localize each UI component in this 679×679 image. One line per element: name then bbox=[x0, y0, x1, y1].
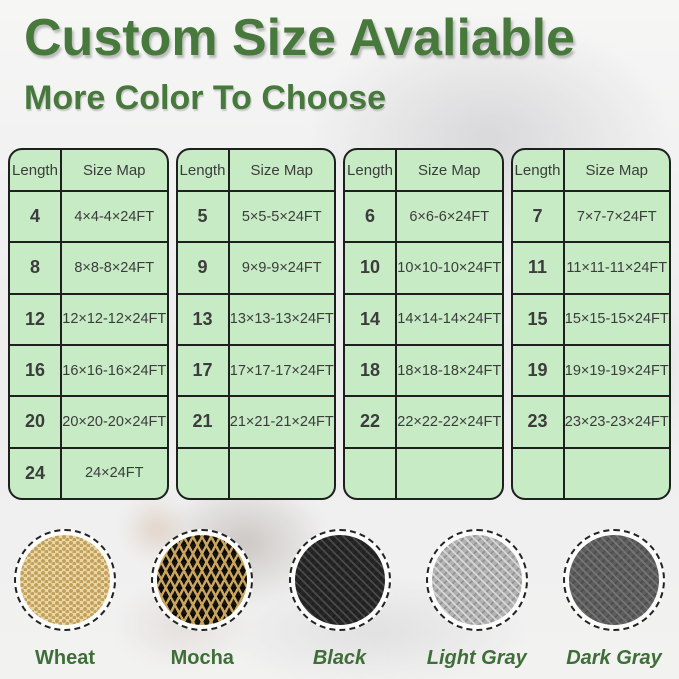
length-cell: 9 bbox=[177, 241, 230, 293]
length-cell: 13 bbox=[177, 292, 230, 344]
length-cell: 7 bbox=[512, 190, 565, 242]
column-header-length: Length bbox=[178, 150, 230, 190]
headline: Custom Size Avaliable bbox=[24, 9, 575, 67]
column-header-length: Length bbox=[10, 150, 62, 190]
size-map-cell: 21×21-21×24FT bbox=[229, 395, 334, 446]
size-map-cell: 12×12-12×24FT bbox=[62, 292, 167, 344]
size-map-cell: 15×15-15×24FT bbox=[564, 292, 669, 344]
size-map-cell: 7×7-7×24FT bbox=[564, 190, 669, 241]
length-cell: 23 bbox=[512, 395, 565, 447]
length-cell bbox=[512, 446, 565, 498]
size-map-cell bbox=[564, 446, 669, 498]
length-cell bbox=[345, 446, 397, 498]
swatch-dashed-ring bbox=[14, 529, 116, 631]
fabric-texture bbox=[20, 535, 110, 625]
length-cell: 5 bbox=[177, 190, 230, 242]
size-map-cell: 18×18-18×24FT bbox=[397, 343, 502, 395]
length-cell: 8 bbox=[10, 241, 62, 293]
color-swatch-light-gray: Light Gray bbox=[418, 529, 536, 670]
length-cell: 22 bbox=[345, 395, 397, 447]
swatch-label: Light Gray bbox=[426, 647, 527, 669]
size-map-cell: 23×23-23×24FT bbox=[564, 395, 669, 446]
color-swatch-black: Black bbox=[281, 529, 399, 670]
size-table-3: Length Size Map 6 6×6-6×24FT 10 10×10-10×24FT… bbox=[343, 148, 504, 500]
length-cell: 19 bbox=[512, 343, 565, 396]
length-cell: 18 bbox=[345, 343, 397, 396]
fabric-texture bbox=[157, 535, 248, 625]
fabric-texture bbox=[569, 535, 659, 625]
size-map-cell: 14×14-14×24FT bbox=[397, 292, 502, 344]
size-table-1: Length Size Map 4 4×4-4×24FT 8 8×8-8×24FT 12 12… bbox=[8, 148, 169, 500]
size-map-cell: 22×22-22×24FT bbox=[397, 395, 502, 446]
size-map-cell: 20×20-20×24FT bbox=[62, 395, 167, 446]
fabric-texture bbox=[431, 535, 522, 625]
length-cell: 20 bbox=[10, 395, 62, 447]
swatch-dashed-ring bbox=[563, 529, 665, 631]
swatch-dashed-ring bbox=[288, 529, 391, 631]
color-swatches: Wheat Mocha Black Light Gray Dark Gray bbox=[6, 529, 673, 670]
size-map-cell: 10×10-10×24FT bbox=[397, 241, 502, 292]
size-map-cell: 24×24FT bbox=[62, 446, 167, 498]
size-map-cell: 16×16-16×24FT bbox=[62, 343, 167, 395]
color-swatch-dark-gray: Dark Gray bbox=[555, 529, 673, 670]
fabric-texture bbox=[294, 535, 385, 625]
length-cell: 6 bbox=[345, 190, 397, 242]
length-cell bbox=[177, 446, 230, 498]
swatch-label: Black bbox=[312, 647, 367, 669]
size-map-cell: 6×6-6×24FT bbox=[397, 190, 502, 241]
length-cell: 4 bbox=[10, 190, 62, 242]
size-map-cell bbox=[229, 446, 334, 498]
length-cell: 17 bbox=[177, 343, 230, 396]
column-header-size-map: Size Map bbox=[82, 161, 146, 179]
length-cell: 15 bbox=[512, 292, 565, 344]
swatch-dashed-ring bbox=[151, 529, 254, 631]
swatch-label: Mocha bbox=[170, 647, 234, 669]
size-map-cell: 4×4-4×24FT bbox=[62, 190, 167, 241]
color-swatch-wheat: Wheat bbox=[6, 529, 124, 670]
size-table-2: Length Size Map 5 5×5-5×24FT 9 9×9-9×24FT 13 13… bbox=[175, 148, 336, 500]
size-map-cell: 19×19-19×24FT bbox=[564, 343, 669, 395]
column-header-length: Length bbox=[513, 150, 565, 190]
column-header-size-map: Size Map bbox=[417, 161, 481, 179]
color-swatch-mocha: Mocha bbox=[143, 529, 261, 670]
size-map-cell bbox=[397, 446, 502, 498]
length-cell: 12 bbox=[10, 292, 62, 344]
size-map-cell: 9×9-9×24FT bbox=[229, 241, 334, 292]
column-header-size-map: Size Map bbox=[585, 161, 649, 179]
size-tables: Length Size Map 4 4×4-4×24FT 8 8×8-8×24FT 12 12… bbox=[8, 148, 671, 500]
length-cell: 10 bbox=[345, 241, 397, 293]
size-map-cell: 8×8-8×24FT bbox=[62, 241, 167, 292]
size-table-4: Length Size Map 7 7×7-7×24FT 11 11×11-11×24FT… bbox=[510, 148, 671, 500]
length-cell: 16 bbox=[10, 343, 62, 396]
length-cell: 21 bbox=[177, 395, 230, 447]
length-cell: 11 bbox=[512, 241, 565, 293]
length-cell: 14 bbox=[345, 292, 397, 344]
swatch-dashed-ring bbox=[425, 529, 528, 631]
size-map-cell: 17×17-17×24FT bbox=[229, 343, 334, 395]
subheadline: More Color To Choose bbox=[24, 79, 387, 117]
size-map-cell: 5×5-5×24FT bbox=[229, 190, 334, 241]
size-map-cell: 11×11-11×24FT bbox=[564, 241, 669, 292]
length-cell: 24 bbox=[10, 446, 62, 498]
column-header-size-map: Size Map bbox=[250, 161, 314, 179]
swatch-label: Wheat bbox=[35, 647, 95, 669]
column-header-length: Length bbox=[345, 150, 397, 190]
swatch-label: Dark Gray bbox=[566, 647, 662, 669]
size-map-cell: 13×13-13×24FT bbox=[229, 292, 334, 344]
